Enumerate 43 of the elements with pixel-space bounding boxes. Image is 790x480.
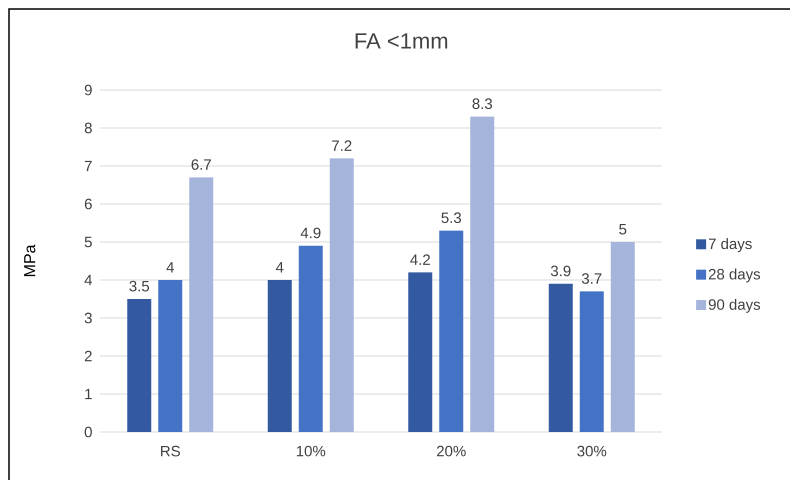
y-tick-label: 4 [84,274,92,286]
data-label: 3.9 [550,266,570,276]
legend-label: 7 days [708,238,752,252]
y-tick-label: 0 [84,426,92,438]
data-label: 4 [276,262,284,272]
bar [298,246,323,432]
y-tick-label: 1 [85,388,92,400]
x-tick-label: 10% [296,446,326,456]
data-label: 5.3 [441,212,462,224]
bar [127,298,152,432]
data-label: 4.2 [410,254,430,265]
data-label: 7.2 [332,140,352,151]
data-label: 4.9 [300,228,320,238]
data-label: 6.7 [192,159,211,170]
bar [610,242,635,432]
data-label: 4 [166,262,174,272]
bar [189,177,214,432]
bar [408,272,432,432]
y-tick-label: 2 [84,350,92,362]
bar [330,158,354,432]
x-tick-label: 20% [437,446,466,456]
x-tick-label: 30% [577,446,606,456]
y-tick-label: 5 [84,236,92,248]
data-label: 3.5 [129,280,150,292]
data-label: 8.3 [472,98,492,110]
y-tick-label: 8 [84,122,92,134]
data-label: 5 [619,224,626,234]
data-label: 3.7 [582,273,602,284]
y-axis-title: MPa [24,244,36,276]
bar [470,116,494,432]
bar [158,280,182,432]
legend-label: 28 days [708,268,760,282]
bar [439,230,464,432]
bar [268,280,292,432]
bar [580,291,604,432]
y-tick-label: 6 [84,198,92,210]
y-tick-label: 3 [84,312,92,324]
y-tick-label: 7 [84,160,92,172]
bar [548,284,573,432]
chart-title: FA <1mm [356,33,448,48]
y-tick-label: 9 [84,84,92,96]
legend-label: 90 days [708,298,760,313]
x-tick-label: RS [161,446,180,456]
